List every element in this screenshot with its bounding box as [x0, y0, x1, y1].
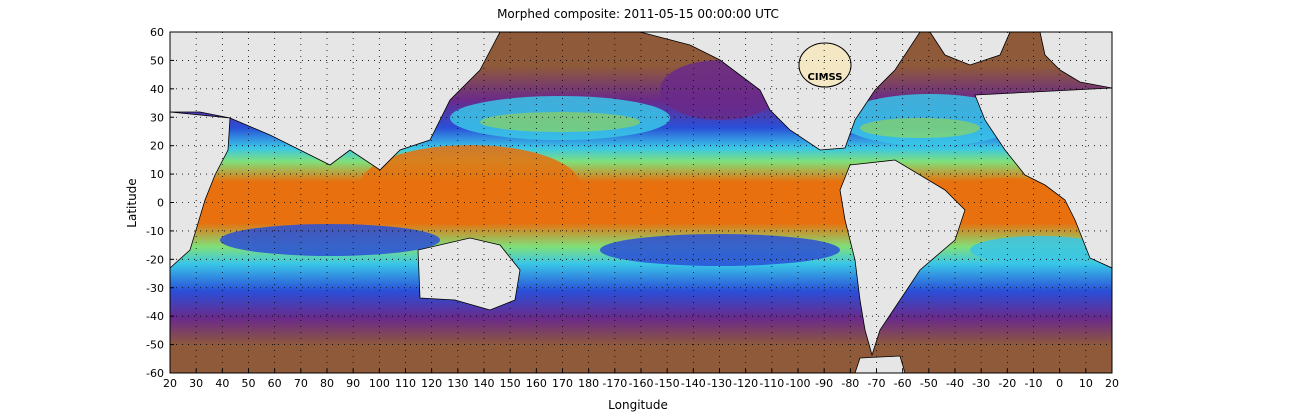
- x-tick-label: -130: [707, 377, 732, 390]
- eurasia-landmass: [170, 32, 501, 171]
- x-tick-label: -120: [733, 377, 758, 390]
- cimss-logo-disc: [798, 42, 852, 88]
- australia-landmass: [417, 237, 521, 311]
- europe-west-landmass: [1039, 32, 1112, 89]
- x-tick-label: 0: [1056, 377, 1063, 390]
- x-tick-label: 10: [1079, 377, 1093, 390]
- x-tick-label: 60: [268, 377, 282, 390]
- x-tick-label: -60: [894, 377, 912, 390]
- x-tick-label: 170: [552, 377, 573, 390]
- y-tick-label: 30: [150, 111, 164, 124]
- x-tick-label: 180: [578, 377, 599, 390]
- africa-pool: [940, 178, 1080, 222]
- y-tick-label: -40: [146, 310, 164, 323]
- y-tick-label: -20: [146, 253, 164, 266]
- x-tick-label: -40: [946, 377, 964, 390]
- x-tick-label: 140: [474, 377, 495, 390]
- x-tick-label: 20: [163, 377, 177, 390]
- africa-east-landmass: [974, 87, 1112, 269]
- y-tick-label: -10: [146, 225, 164, 238]
- atlantic-plume-core: [860, 118, 980, 138]
- x-tick-label: -140: [681, 377, 706, 390]
- x-tick-label: 50: [242, 377, 256, 390]
- x-tick-label: -90: [815, 377, 833, 390]
- x-tick-label: -50: [920, 377, 938, 390]
- south-atlantic-plume: [970, 236, 1110, 264]
- y-tick-label: -60: [146, 367, 164, 380]
- warm-pool: [360, 145, 580, 225]
- map-panel: CIMSS: [170, 32, 1112, 373]
- south-america-landmass: [839, 159, 966, 357]
- x-tick-label: 160: [526, 377, 547, 390]
- x-tick-label: 20: [1105, 377, 1119, 390]
- y-tick-label: -50: [146, 339, 164, 352]
- y-tick-label: -30: [146, 282, 164, 295]
- y-axis-ticks: 60 50 40 30 20 10 0 -10 -20 -30 -40 -50 -60: [146, 26, 174, 380]
- south-pacific-plume: [600, 234, 840, 266]
- cimss-logo-text: CIMSS: [808, 72, 843, 83]
- continents: [170, 32, 1112, 373]
- africa-landmass: [170, 111, 231, 269]
- x-tick-label: -30: [972, 377, 990, 390]
- x-tick-label: 70: [294, 377, 308, 390]
- y-tick-label: 0: [157, 197, 164, 210]
- antarctica-landmass: [854, 355, 906, 373]
- x-tick-label: 110: [395, 377, 416, 390]
- x-axis-label: Longitude: [608, 398, 668, 412]
- x-tick-label: -150: [655, 377, 680, 390]
- x-tick-label: 150: [500, 377, 521, 390]
- graticule: [170, 32, 1112, 373]
- y-axis-label: Latitude: [125, 178, 139, 227]
- y-tick-label: 20: [150, 140, 164, 153]
- cimss-logo: CIMSS: [798, 42, 852, 88]
- x-tick-label: 130: [447, 377, 468, 390]
- indian-ocean-plume: [220, 224, 440, 256]
- x-tick-label: -160: [629, 377, 654, 390]
- x-tick-label: 30: [189, 377, 203, 390]
- y-tick-label: 40: [150, 83, 164, 96]
- x-tick-label: 40: [215, 377, 229, 390]
- x-tick-label: -110: [759, 377, 784, 390]
- x-tick-label: -100: [786, 377, 811, 390]
- greenland-landmass: [929, 32, 1011, 66]
- x-tick-label: -20: [998, 377, 1016, 390]
- x-tick-label: 90: [346, 377, 360, 390]
- y-tick-label: 50: [150, 54, 164, 67]
- y-tick-label: 60: [150, 26, 164, 39]
- x-tick-label: 100: [369, 377, 390, 390]
- x-tick-label: -10: [1025, 377, 1043, 390]
- x-axis-ticks: 20 30 40 50 60 70 80 90 100 110 120 130 140 150 160 170…: [163, 369, 1119, 390]
- x-tick-label: 120: [421, 377, 442, 390]
- x-tick-label: 80: [320, 377, 334, 390]
- x-tick-label: -70: [868, 377, 886, 390]
- y-tick-label: 10: [150, 168, 164, 181]
- figure-title: Morphed composite: 2011-05-15 00:00:00 U…: [497, 7, 779, 21]
- pacific-plume-core: [480, 112, 640, 132]
- x-tick-label: -170: [602, 377, 627, 390]
- x-tick-label: -80: [841, 377, 859, 390]
